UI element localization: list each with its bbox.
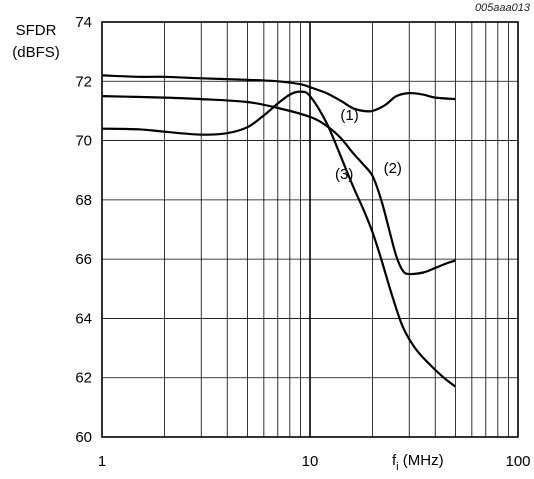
x-axis-label-main: f [392,452,397,469]
y-axis-label-line1: SFDR [15,22,57,39]
series-lines [101,74,457,388]
grid [101,21,519,438]
series-line-3 [101,90,457,388]
x-tick-label: 10 [302,453,319,470]
series-annotation-1: (1) [340,107,358,124]
x-tick-label: 1 [98,453,106,470]
figure-id: 005aaa013 [474,2,530,14]
y-tick-label: 66 [75,251,92,268]
x-axis-label-sub: i [396,461,399,473]
tick-labels: 60 62 64 66 68 70 72 74 1 10 100 [75,14,530,470]
y-axis-label-line2: (dBFS) [12,44,60,61]
series-line-1 [101,74,456,113]
y-tick-label: 62 [75,370,92,387]
series-line-2 [101,95,456,276]
x-axis-label-unit: (MHz) [398,452,444,469]
y-tick-label: 70 [75,133,92,150]
y-tick-label: 64 [75,310,92,327]
x-axis-label: fi (MHz) [392,452,444,473]
series-annotation-3: (3) [335,166,353,183]
y-tick-label: 60 [75,429,92,446]
series-annotations: (1) (2) (3) [335,107,402,183]
series-annotation-2: (2) [384,160,402,177]
y-tick-label: 74 [75,14,92,31]
plot-frame [101,21,519,438]
y-tick-label: 68 [75,192,92,209]
y-tick-label: 72 [75,73,92,90]
x-tick-label: 100 [505,453,530,470]
